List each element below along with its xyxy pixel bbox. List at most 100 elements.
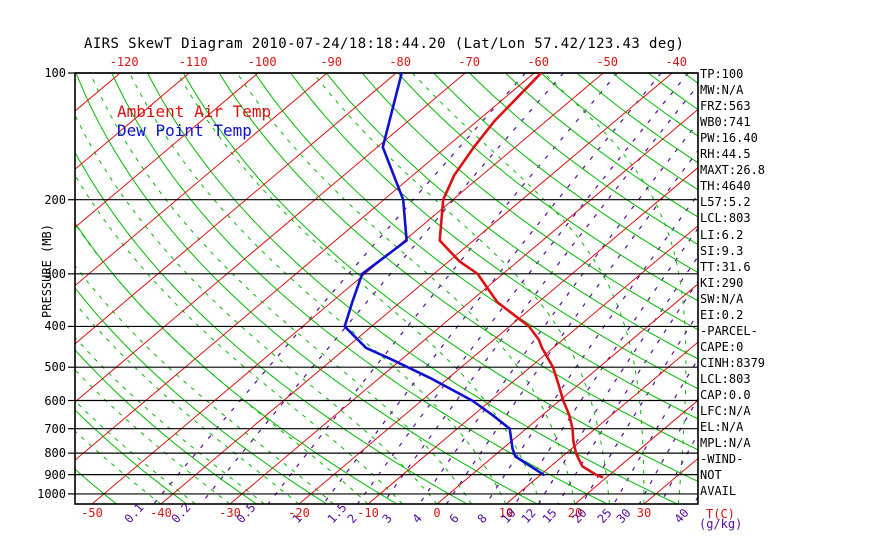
grid-layer [75, 73, 870, 504]
dry-adiabat-line [576, 73, 698, 164]
pressure-tick-label: 500 [44, 360, 66, 375]
dry-adiabat-line [647, 73, 698, 111]
stat-lfc: LFC:N/A [700, 404, 751, 419]
stat-cape: CAPE:0 [700, 339, 744, 354]
isotherm-line [75, 73, 466, 403]
moist-adiabat-line [129, 73, 507, 504]
isotherm-line [436, 283, 698, 504]
top-temp-tick-label: -100 [247, 55, 277, 69]
stat-ki: KI:290 [700, 275, 744, 290]
stat-not: NOT [700, 468, 722, 483]
mixing-ratio-line [514, 227, 698, 504]
dry-adiabat-line [361, 73, 698, 331]
stat-ei: EI:0.2 [700, 307, 744, 322]
moist-adiabat-line [236, 73, 576, 504]
top-temp-tick-label: -60 [527, 55, 549, 69]
data-layer [343, 73, 604, 479]
mixing-ratio-unit-label: (g/kg) [699, 517, 743, 531]
bottom-temp-tick-label: 10 [498, 506, 514, 520]
dry-adiabat-line [147, 73, 678, 504]
stat-tp: TP:100 [700, 67, 744, 81]
stat-el: EL:N/A [700, 420, 744, 435]
isotherm-line [367, 225, 698, 504]
stat-sw: SW:N/A [700, 291, 744, 306]
dry-adiabat-line [75, 73, 538, 504]
moist-adiabat-line [75, 430, 162, 504]
top-temp-tick-label: -80 [389, 55, 411, 69]
isotherm-line [298, 166, 698, 504]
pressure-tick-label: 200 [44, 192, 66, 207]
stat-rh: RH:44.5 [700, 147, 751, 162]
mixing-ratio-line [200, 73, 564, 504]
isotherm-line [75, 73, 535, 461]
dry-adiabat-line [75, 222, 398, 504]
stat-mw: MW:N/A [700, 83, 744, 98]
bottom-temp-tick-label: -50 [81, 506, 103, 520]
bottom-temp-tick-label: 20 [567, 506, 583, 520]
moist-adiabat-line [412, 73, 645, 504]
moist-adiabat-line [747, 73, 823, 504]
moist-adiabat-line [75, 264, 334, 504]
mixing-ratio-line [357, 73, 689, 504]
bottom-temp-tick-label: -20 [288, 506, 310, 520]
pressure-tick-label: 900 [44, 467, 66, 482]
mixing-ratio-line [322, 73, 662, 504]
plot-frame [74, 72, 699, 505]
isotherm-line [160, 73, 673, 504]
stat-si: SI:9.3 [700, 243, 744, 258]
isotherm-line [75, 73, 328, 287]
top-temp-tick-label: -50 [596, 55, 618, 69]
bottom-temp-tick-label: -40 [150, 506, 172, 520]
stat-lcl: LCL:803 [700, 211, 751, 226]
stat-cap: CAP:0.0 [700, 388, 751, 402]
stat-li: LI:6.2 [700, 227, 744, 242]
stat-pw: PW:16.40 [700, 131, 758, 146]
isotherm-line [75, 73, 121, 112]
pressure-tick-label: 800 [44, 446, 66, 461]
stat-parcel: -PARCEL- [700, 323, 758, 338]
legend-dew-point-temp: Dew Point Temp [117, 121, 252, 140]
stat-lcl: LCL:803 [700, 371, 751, 386]
isotherm-line [574, 399, 698, 504]
dry-adiabat-line [326, 73, 698, 360]
isotherm-line [75, 73, 397, 345]
stat-wind: -WIND- [700, 452, 744, 467]
dry-adiabat-line [75, 409, 187, 504]
mixing-ratio-line [382, 84, 698, 504]
bottom-temp-tick-label: 0 [433, 506, 441, 520]
dry-adiabat-line [290, 73, 698, 390]
mixing-ratio-line [557, 280, 698, 504]
stat-th: TH:4640 [700, 179, 751, 194]
temperature-unit-label: T(C) [706, 507, 735, 521]
stat-avail: AVAIL [700, 484, 737, 499]
moist-adiabat-line [75, 114, 438, 504]
moist-adiabat-line [75, 174, 403, 504]
top-temp-tick-label: -110 [178, 55, 208, 69]
top-temp-tick-label: -90 [320, 55, 342, 69]
isotherm-line [505, 341, 698, 504]
pressure-tick-label: 300 [44, 266, 66, 281]
stat-l57: L57:5.2 [700, 195, 751, 210]
pressure-tick-label: 400 [44, 319, 66, 334]
dry-adiabat-line [218, 73, 698, 451]
top-temp-tick-label: -120 [109, 55, 139, 69]
dry-adiabat-line [111, 73, 608, 504]
mixing-ratio-line [485, 193, 698, 504]
isotherm-line [75, 73, 259, 229]
stat-cinh: CINH:8379 [700, 355, 766, 370]
stat-mpl: MPL:N/A [700, 436, 751, 451]
isotherm-line [91, 73, 604, 504]
dry-adiabat-line [756, 73, 870, 504]
isotherm-line [229, 108, 698, 504]
top-temp-tick-label: -70 [458, 55, 480, 69]
chart-title: AIRS SkewT Diagram 2010-07-24/18:18:44.2… [84, 36, 685, 52]
dry-adiabat-line [504, 73, 698, 218]
stat-frz: FRZ:563 [700, 99, 751, 114]
pressure-tick-label: 600 [44, 393, 66, 408]
stat-wb0: WB0:741 [700, 115, 751, 130]
dry-adiabat-line [397, 73, 698, 302]
mixing-ratio-line [267, 73, 618, 504]
dew-point-temp-curve [343, 73, 545, 477]
